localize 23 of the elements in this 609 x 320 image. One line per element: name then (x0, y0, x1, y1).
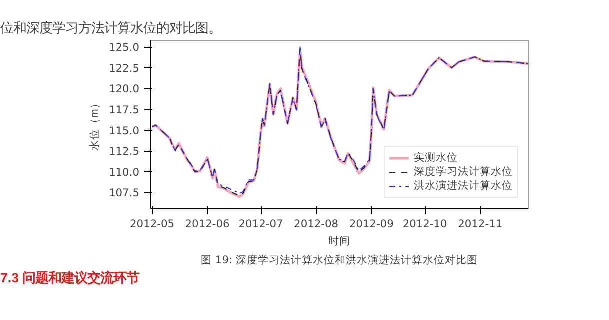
x-tick-label: 2012-11 (458, 218, 503, 230)
x-tick-label: 2012-08 (294, 218, 339, 230)
text: 7.3 问题和建议交流环节 (0, 270, 140, 286)
legend-label: 深度学习法计算水位 (414, 165, 513, 179)
legend-label: 实测水位 (414, 151, 458, 165)
y-tick-label: 125.0 (108, 41, 140, 54)
y-tick-label: 107.5 (108, 186, 140, 200)
text: 图 19: 深度学习法计算水位和洪水演进法计算水位对比图 (201, 254, 478, 266)
y-tick-label: 110.0 (108, 166, 140, 179)
x-tick-label: 2012-10 (402, 218, 448, 230)
x-tick-label: 2012-09 (349, 218, 394, 230)
x-axis-title: 时间 (328, 234, 350, 248)
x-tick-label: 2012-07 (238, 218, 284, 230)
legend-label: 洪水演进法计算水位 (414, 179, 513, 193)
y-tick-label: 120.0 (108, 82, 140, 96)
y-axis-title: 水位（m） (88, 98, 101, 151)
y-tick-label: 112.5 (108, 145, 140, 158)
text: 位和深度学习方法计算水位的对比图。 (0, 20, 222, 36)
y-tick-label: 122.5 (108, 62, 140, 75)
x-tick-label: 2012-05 (130, 218, 175, 230)
y-tick-label: 115.0 (108, 124, 140, 138)
x-tick-label: 2012-06 (185, 218, 230, 230)
y-tick-label: 117.5 (108, 104, 140, 117)
